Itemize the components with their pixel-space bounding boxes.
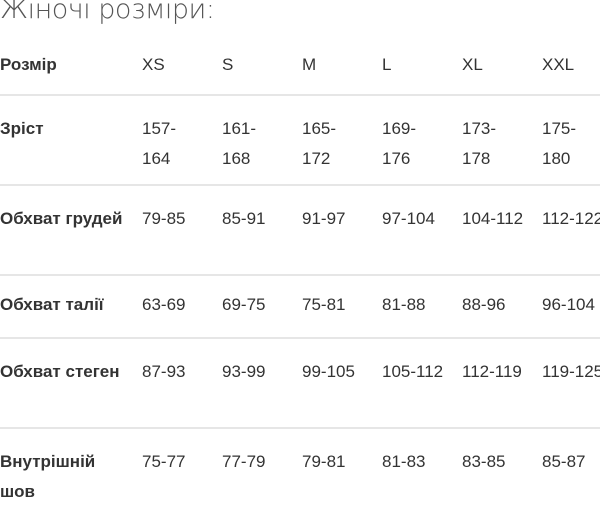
table-row: Обхват талії 63-69 69-75 75-81 81-88 88-96 96-… — [0, 276, 600, 339]
table-cell: 173-178 — [462, 119, 497, 168]
size-s: S — [222, 55, 234, 74]
table-cell: 99-105 — [302, 362, 355, 381]
table-row: Зріст 157-164 161-168 165-172 169-176 173-178… — [0, 96, 600, 186]
table-cell: 91-97 — [302, 209, 346, 228]
table-cell: 85-91 — [222, 209, 266, 228]
table-cell: 119-125 — [542, 362, 600, 381]
table-cell: 93-99 — [222, 362, 266, 381]
size-m: M — [302, 55, 317, 74]
table-cell: 83-85 — [462, 452, 506, 471]
row-label: Обхват стеген — [0, 362, 120, 381]
table-cell: 79-81 — [302, 452, 346, 471]
table-cell: 63-69 — [142, 295, 186, 314]
table-cell: 81-88 — [382, 295, 426, 314]
table-cell: 96-104 — [542, 295, 595, 314]
table-cell: 85-87 — [542, 452, 586, 471]
row-label: Обхват талії — [0, 295, 104, 314]
table-cell: 112-119 — [462, 362, 522, 381]
table-cell: 75-81 — [302, 295, 346, 314]
size-xxl: XXL — [542, 55, 575, 74]
table-cell: 105-112 — [382, 362, 444, 381]
table-row: Обхват грудей 79-85 85-91 91-97 97-104 104-11… — [0, 186, 600, 276]
table-cell: 75-77 — [142, 452, 186, 471]
table-cell: 165-172 — [302, 119, 337, 168]
row-label: Обхват грудей — [0, 209, 123, 228]
table-cell: 104-112 — [462, 209, 524, 228]
header-row: Розмір XS S M L XL XXL — [0, 36, 600, 96]
row-label: Внутрішній шов — [0, 452, 96, 501]
table-cell: 157-164 — [142, 119, 177, 168]
table-cell: 169-176 — [382, 119, 417, 168]
page-title: Жіночі розміри: — [0, 0, 215, 25]
table-cell: 161-168 — [222, 119, 257, 168]
table-cell: 88-96 — [462, 295, 506, 314]
table-cell: 97-104 — [382, 209, 435, 228]
table-row: Внутрішній шов 75-77 77-79 79-81 81-83 83-85 8… — [0, 429, 600, 519]
table-cell: 79-85 — [142, 209, 186, 228]
header-label: Розмір — [0, 55, 57, 74]
size-xl: XL — [462, 55, 483, 74]
table-cell: 112-122 — [542, 209, 600, 228]
table-cell: 87-93 — [142, 362, 186, 381]
table-cell: 175-180 — [542, 119, 577, 168]
size-xs: XS — [142, 55, 165, 74]
size-l: L — [382, 55, 392, 74]
table-row: Обхват стеген 87-93 93-99 99-105 105-112 112-… — [0, 339, 600, 429]
row-label: Зріст — [0, 119, 44, 138]
table-cell: 69-75 — [222, 295, 266, 314]
table-cell: 77-79 — [222, 452, 266, 471]
table-cell: 81-83 — [382, 452, 426, 471]
